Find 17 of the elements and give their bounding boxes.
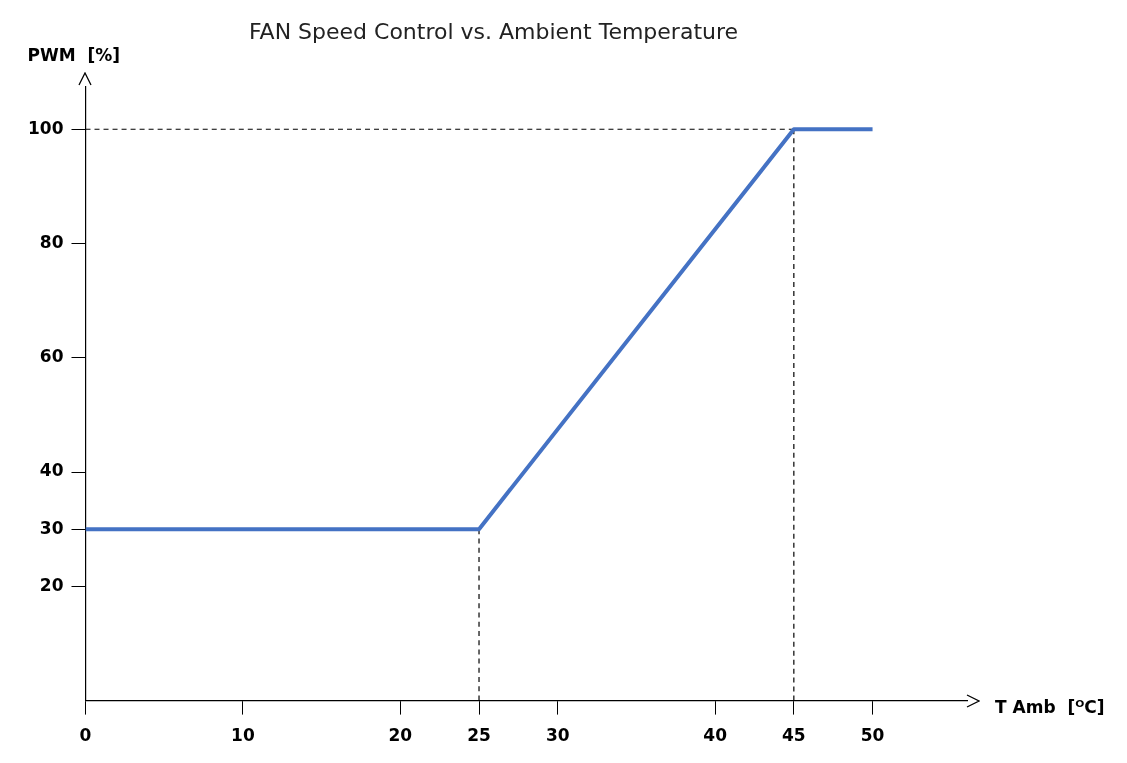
- x-tick-label: 45: [782, 725, 806, 746]
- y-axis-title: PWM [%]: [27, 44, 121, 65]
- x-tick-label: 10: [231, 725, 255, 746]
- x-tick-label: 50: [860, 725, 885, 746]
- y-tick-label: 80: [39, 231, 64, 252]
- y-tick-label: 60: [39, 346, 64, 367]
- x-tick-label: 20: [388, 725, 413, 746]
- x-tick-label: 25: [467, 725, 491, 746]
- x-axis-title: T Amb [ᴼC]: [995, 697, 1105, 718]
- y-tick-label: 30: [39, 517, 64, 538]
- x-tick-label: 30: [545, 725, 570, 746]
- x-tick-label: 0: [79, 725, 92, 746]
- chart-title: FAN Speed Control vs. Ambient Temperature: [248, 18, 739, 44]
- y-tick-label: 20: [39, 574, 64, 595]
- y-tick-label: 40: [39, 460, 64, 481]
- x-tick-label: 40: [703, 725, 728, 746]
- y-tick-label: 100: [27, 117, 64, 138]
